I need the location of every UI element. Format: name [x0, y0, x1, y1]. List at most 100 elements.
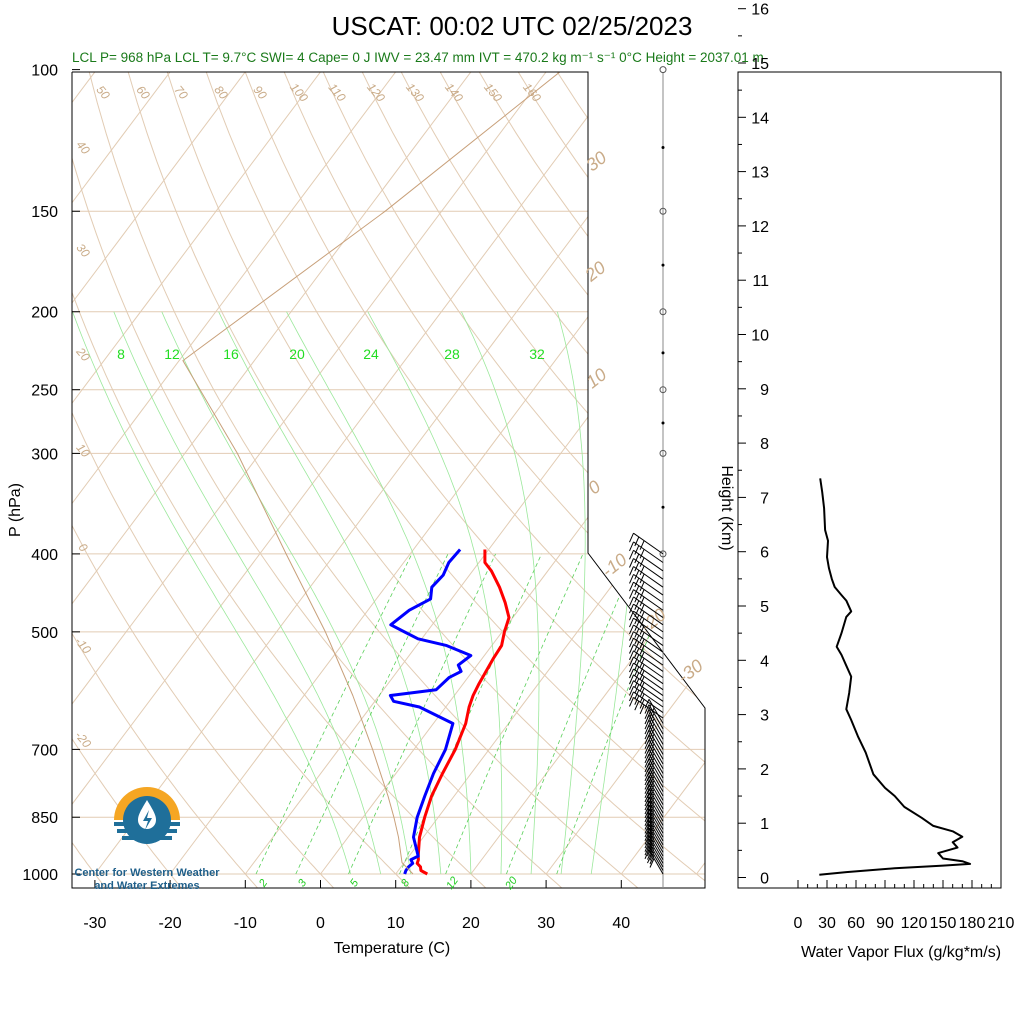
- moist-adiabat-label: 28: [444, 346, 460, 362]
- height-tick-label: 3: [760, 708, 769, 725]
- mixing-ratio-line: [445, 553, 584, 875]
- wind-barb-flag: [629, 603, 634, 614]
- wind-barb: [648, 758, 664, 783]
- wind-barb: [648, 800, 664, 826]
- wind-barb-flag: [634, 684, 640, 694]
- dry-adiabat: [282, 72, 705, 888]
- dry-adiabat-label: 150: [481, 80, 505, 105]
- wind-barb-flag: [649, 847, 655, 858]
- height-tick-label: 0: [760, 871, 769, 888]
- flux-tick-label: 150: [930, 915, 957, 932]
- profile-parcel: [182, 72, 564, 875]
- height-tick-label: 10: [751, 328, 769, 345]
- wind-barb-flag: [647, 792, 652, 803]
- isotherm-line: [72, 72, 173, 875]
- wind-barb-flag: [644, 800, 650, 811]
- moist-adiabat: [367, 311, 503, 874]
- wind-barb-flag: [647, 809, 652, 819]
- wind-barbs: [629, 66, 667, 875]
- dry-adiabat-label: 10: [73, 441, 93, 460]
- wind-barb: [633, 541, 664, 563]
- y-tick-label: 250: [31, 383, 58, 400]
- wind-barb-flag: [647, 820, 652, 831]
- logo-wave-3: [122, 836, 172, 840]
- wind-barb-flag: [649, 854, 655, 865]
- isotherm-line: [395, 72, 705, 875]
- wind-barb-flag: [639, 573, 645, 584]
- wind-barb: [633, 603, 664, 626]
- mixing-ratio-label: 3: [296, 877, 310, 890]
- wind-barb-flag: [639, 704, 645, 715]
- mixing-ratio-line: [506, 553, 638, 875]
- wind-barb-flag: [649, 718, 655, 728]
- isotherm-label: -10: [598, 549, 631, 581]
- y-tick-label: 850: [31, 810, 58, 827]
- wind-barb: [648, 804, 664, 830]
- wind-barb-flag: [629, 680, 634, 690]
- moist-adiabat-label: 20: [289, 346, 305, 362]
- mixing-ratio-label: 8: [399, 877, 413, 890]
- dry-adiabat: [594, 72, 705, 888]
- height-tick-label: 6: [760, 545, 769, 562]
- wind-barb-flag: [634, 585, 640, 596]
- mixing-ratio-line: [556, 553, 683, 875]
- wind-barb-flag: [647, 817, 652, 827]
- y-tick-label: 700: [31, 742, 58, 759]
- wind-barb-flag: [644, 704, 650, 714]
- isotherm-line: [72, 72, 624, 875]
- moist-adiabat-label: 32: [529, 346, 545, 362]
- wind-barb: [648, 808, 664, 834]
- moist-adiabat-label: 12: [164, 346, 180, 362]
- wind-barb: [633, 624, 664, 646]
- wind-level-dot: [661, 263, 665, 267]
- wind-barb-flag: [639, 687, 645, 698]
- dry-adiabat: [633, 72, 705, 888]
- wind-barb-flag: [634, 628, 640, 638]
- wind-barb-flag: [649, 836, 655, 847]
- isotherm-line: [169, 72, 705, 875]
- dry-adiabat-label: 130: [403, 80, 427, 105]
- wind-barb: [633, 674, 664, 696]
- wind-barb-flag: [639, 611, 645, 621]
- wind-barb-flag: [639, 589, 645, 599]
- mixing-ratio-line: [399, 553, 542, 875]
- wind-barb-flag: [644, 804, 650, 815]
- wind-barb-flag: [644, 820, 650, 830]
- dry-adiabat-label: 80: [211, 83, 231, 102]
- wind-barb-flag: [649, 728, 655, 739]
- x-tick-label: 0: [316, 915, 325, 932]
- wind-barb-flag: [649, 733, 655, 744]
- wind-barb-flag: [649, 805, 655, 816]
- dry-adiabat-label: 0: [76, 540, 91, 554]
- dry-adiabat: [72, 72, 414, 888]
- wind-barb-flag: [644, 788, 650, 799]
- wind-barb-flag: [629, 566, 634, 576]
- wind-barb-flag: [634, 553, 640, 564]
- skewt-frame: [71, 69, 706, 889]
- height-tick-label: 7: [760, 490, 769, 507]
- wind-barb: [633, 566, 664, 588]
- wind-barb: [633, 573, 664, 596]
- wind-barb-flag: [639, 565, 645, 576]
- wind-barb-flag: [644, 808, 650, 819]
- dry-adiabat-label: 30: [73, 241, 93, 260]
- y-tick-label: 500: [31, 625, 58, 642]
- dry-adiabat: [477, 72, 705, 888]
- wind-barb-flag: [649, 748, 655, 758]
- logo-bolt-icon: [143, 810, 152, 830]
- dry-adiabat: [72, 72, 185, 888]
- moist-adiabat: [556, 311, 586, 875]
- dry-adiabat: [204, 72, 705, 888]
- cw3e-logo: Center for Western Weather and Water Ext…: [74, 787, 220, 892]
- wind-barb: [633, 668, 664, 691]
- isotherm-line: [545, 72, 705, 875]
- moist-adiabat: [286, 311, 472, 874]
- wind-barb: [648, 792, 664, 818]
- isotherm-line: [470, 72, 705, 875]
- wind-barb: [633, 685, 664, 708]
- dry-adiabat-label: -10: [72, 634, 94, 657]
- wind-calm-circle: [659, 207, 667, 215]
- wind-barb-flag: [649, 851, 655, 861]
- wind-barb-flag: [649, 762, 655, 772]
- wind-barb-flag: [634, 593, 640, 603]
